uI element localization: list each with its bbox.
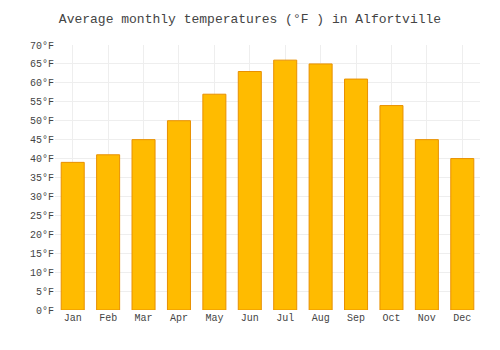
svg-text:60°F: 60°F	[30, 78, 54, 89]
svg-text:45°F: 45°F	[30, 135, 54, 146]
svg-text:10°F: 10°F	[30, 268, 54, 279]
svg-text:50°F: 50°F	[30, 116, 54, 127]
svg-text:70°F: 70°F	[30, 41, 54, 52]
svg-text:55°F: 55°F	[30, 97, 54, 108]
svg-text:Dec: Dec	[453, 313, 471, 324]
svg-text:Jan: Jan	[64, 313, 82, 324]
svg-text:40°F: 40°F	[30, 154, 54, 165]
svg-text:Feb: Feb	[99, 313, 117, 324]
svg-text:Sep: Sep	[347, 313, 365, 324]
svg-text:Aug: Aug	[312, 313, 330, 324]
svg-text:65°F: 65°F	[30, 59, 54, 70]
svg-text:Apr: Apr	[170, 313, 188, 324]
svg-text:Jul: Jul	[276, 313, 294, 324]
svg-text:Oct: Oct	[382, 313, 400, 324]
svg-text:0°F: 0°F	[36, 306, 54, 317]
svg-text:30°F: 30°F	[30, 192, 54, 203]
svg-text:25°F: 25°F	[30, 211, 54, 222]
svg-text:Jun: Jun	[241, 313, 259, 324]
svg-text:Mar: Mar	[135, 313, 153, 324]
svg-text:15°F: 15°F	[30, 249, 54, 260]
svg-text:Average monthly temperatures (: Average monthly temperatures (°F ) in Al…	[59, 12, 441, 27]
svg-text:May: May	[205, 313, 223, 324]
svg-text:Nov: Nov	[418, 313, 436, 324]
svg-text:35°F: 35°F	[30, 173, 54, 184]
svg-text:20°F: 20°F	[30, 230, 54, 241]
svg-text:5°F: 5°F	[36, 287, 54, 298]
